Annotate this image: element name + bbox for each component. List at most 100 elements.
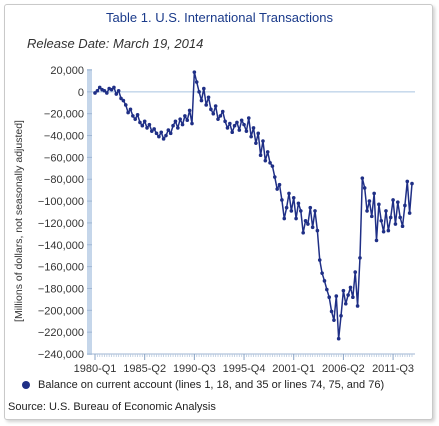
data-point <box>225 126 230 130</box>
data-point <box>256 131 261 136</box>
data-point <box>391 198 395 202</box>
data-point <box>232 123 237 128</box>
data-point <box>277 182 282 187</box>
data-point <box>272 175 277 179</box>
data-point <box>327 295 332 300</box>
data-point <box>313 209 317 213</box>
data-point <box>388 215 393 220</box>
x-tick-label: 1990-Q3 <box>173 363 216 375</box>
y-tick-label: −240,000 <box>38 349 84 361</box>
x-tick-label: 2011-Q3 <box>372 363 414 375</box>
data-point <box>284 205 289 210</box>
data-point <box>332 318 336 322</box>
data-point <box>270 164 275 168</box>
data-point <box>296 201 301 206</box>
data-point <box>173 119 178 124</box>
data-point <box>403 203 407 208</box>
data-point <box>346 293 350 297</box>
data-point <box>320 271 324 275</box>
data-point <box>235 120 239 125</box>
data-point <box>128 107 133 112</box>
data-point <box>360 176 365 180</box>
data-point <box>218 114 223 118</box>
data-point <box>299 209 303 213</box>
data-point <box>123 103 128 107</box>
data-point <box>254 141 258 145</box>
chart-title: Table 1. U.S. International Transactions <box>106 10 333 25</box>
data-point <box>291 196 296 200</box>
data-point <box>294 216 298 221</box>
data-point <box>343 301 348 306</box>
data-point <box>239 118 244 123</box>
y-tick-label: −220,000 <box>38 327 84 339</box>
data-point <box>133 117 138 121</box>
data-point <box>116 88 121 93</box>
data-point <box>280 198 284 202</box>
data-point <box>220 109 225 114</box>
data-point <box>355 304 360 308</box>
data-point <box>152 127 156 131</box>
data-point <box>149 129 154 133</box>
data-point <box>336 336 341 341</box>
data-point <box>192 70 197 74</box>
data-point <box>95 88 100 93</box>
data-point <box>410 181 414 186</box>
y-axis-band <box>87 69 92 355</box>
data-point <box>140 123 145 128</box>
data-point <box>322 279 327 283</box>
data-points <box>93 70 414 341</box>
data-point <box>180 122 185 127</box>
data-point <box>97 85 102 90</box>
data-point <box>301 230 305 235</box>
y-tick-label: −60,000 <box>44 152 84 164</box>
data-point <box>114 92 119 96</box>
data-point <box>164 133 168 138</box>
data-point <box>275 187 279 191</box>
legend: Balance on current account (lines 1, 18,… <box>22 379 384 391</box>
data-point <box>230 130 235 135</box>
data-point <box>315 228 320 233</box>
data-point <box>223 119 227 124</box>
data-point <box>381 229 386 234</box>
data-point <box>142 119 147 124</box>
source-note: Source: U.S. Bureau of Economic Analysis <box>8 401 216 413</box>
data-point <box>185 118 190 123</box>
data-point <box>282 216 287 221</box>
x-tick-label: 2006-Q2 <box>322 363 365 375</box>
data-point <box>353 270 358 274</box>
data-point <box>362 186 367 190</box>
x-tick-label: 1995-Q4 <box>223 363 266 375</box>
data-point <box>194 80 199 84</box>
data-point <box>109 87 114 92</box>
data-point <box>206 95 211 100</box>
data-point <box>147 122 152 127</box>
data-point <box>317 258 322 262</box>
data-point <box>159 130 164 135</box>
data-point <box>183 114 187 118</box>
data-point <box>145 126 149 130</box>
data-point <box>213 104 218 108</box>
data-point <box>126 110 130 115</box>
data-point <box>379 218 384 223</box>
data-point <box>306 222 310 226</box>
data-point <box>398 215 402 220</box>
y-tick-label: −180,000 <box>38 283 84 295</box>
data-point <box>154 131 159 136</box>
data-point <box>93 91 97 95</box>
data-point <box>339 313 343 318</box>
data-point <box>166 128 171 132</box>
data-point <box>197 90 201 94</box>
data-point <box>202 86 206 91</box>
data-point <box>249 134 253 139</box>
data-point <box>237 128 242 132</box>
data-point <box>204 103 208 107</box>
data-point <box>308 205 313 210</box>
data-point <box>358 256 362 260</box>
x-tick-label: 1980-Q1 <box>74 363 117 375</box>
data-point <box>157 134 161 139</box>
y-tick-label: −40,000 <box>44 131 84 143</box>
data-point <box>190 121 194 126</box>
data-point <box>121 98 126 103</box>
data-point <box>135 112 140 117</box>
y-tick-label: −20,000 <box>44 109 84 121</box>
